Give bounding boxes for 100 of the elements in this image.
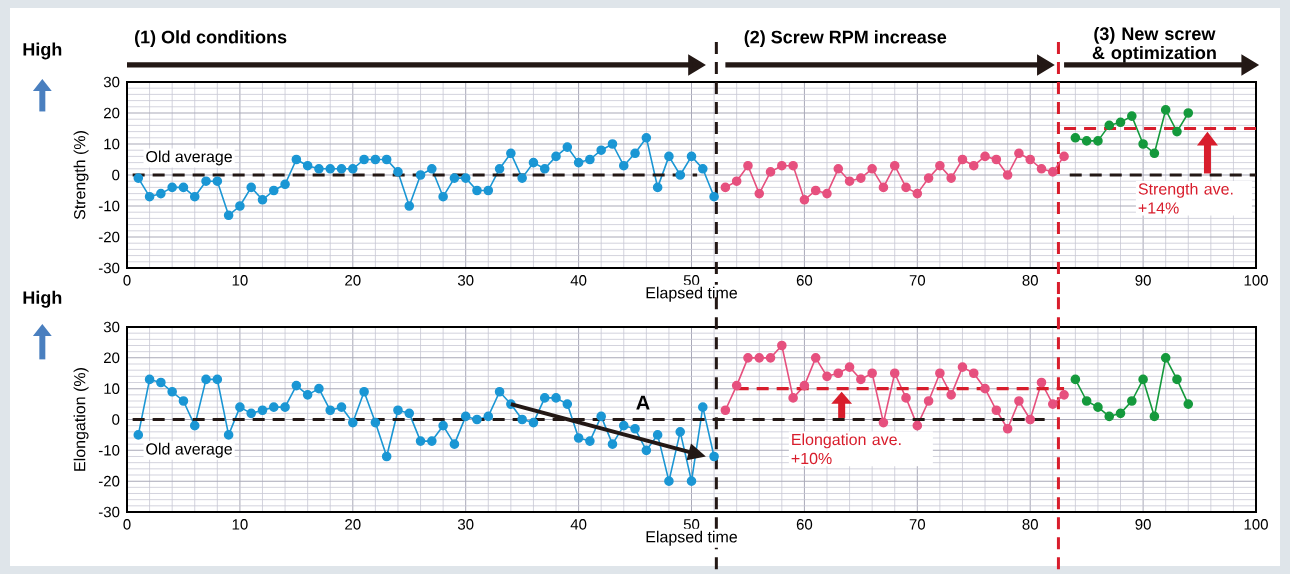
point xyxy=(415,170,426,180)
point xyxy=(889,160,900,171)
point xyxy=(607,139,618,149)
point xyxy=(912,420,923,431)
text: High xyxy=(23,290,62,308)
point xyxy=(291,154,302,165)
point xyxy=(1036,163,1047,174)
y-tick-label: 20 xyxy=(104,352,120,364)
point xyxy=(777,160,787,171)
point xyxy=(438,191,448,202)
y-tick-label: -10 xyxy=(98,200,120,212)
point xyxy=(427,163,437,174)
point xyxy=(991,154,1002,165)
point xyxy=(494,386,505,397)
point xyxy=(743,160,753,171)
point xyxy=(980,151,990,162)
point xyxy=(427,436,437,446)
point xyxy=(1014,148,1024,159)
annotation: Strength ave. +14% xyxy=(1138,182,1233,214)
point xyxy=(720,182,731,193)
x-tick-label: 40 xyxy=(570,275,587,286)
point xyxy=(709,191,719,202)
point xyxy=(1183,399,1194,409)
point xyxy=(449,439,460,449)
point xyxy=(833,163,844,174)
point xyxy=(923,396,934,406)
point xyxy=(483,185,494,196)
point xyxy=(878,417,889,428)
point xyxy=(573,157,584,168)
point xyxy=(698,163,708,174)
x-tick-label: 20 xyxy=(345,275,361,286)
point xyxy=(698,402,708,412)
x-tick-label: 10 xyxy=(232,519,248,530)
point xyxy=(370,417,381,428)
point xyxy=(686,151,697,162)
point xyxy=(822,371,832,382)
point xyxy=(235,201,245,211)
text: (3) New screw & optimization xyxy=(1092,26,1216,63)
point xyxy=(472,414,482,425)
annotation: A xyxy=(636,395,650,410)
point xyxy=(1172,126,1182,137)
point xyxy=(686,476,697,486)
point xyxy=(178,182,189,193)
point xyxy=(325,405,336,416)
point xyxy=(404,408,415,419)
point xyxy=(799,380,810,391)
point xyxy=(1059,390,1069,400)
point xyxy=(788,393,798,403)
point xyxy=(404,201,415,211)
point xyxy=(856,173,866,183)
x-tick-label: 100 xyxy=(1244,275,1268,286)
point xyxy=(1093,402,1103,412)
point xyxy=(235,402,245,412)
y-tick-label: -30 xyxy=(98,506,120,518)
point xyxy=(901,393,911,403)
point xyxy=(675,427,686,437)
point xyxy=(664,476,674,486)
point xyxy=(1093,136,1103,146)
point xyxy=(652,182,663,193)
y-tick-label: -30 xyxy=(98,262,120,274)
point xyxy=(562,142,573,152)
point xyxy=(212,374,223,385)
point xyxy=(1104,411,1115,422)
point xyxy=(833,368,844,379)
point xyxy=(551,151,561,162)
point xyxy=(144,374,155,385)
point xyxy=(856,374,866,385)
point xyxy=(946,173,956,183)
point xyxy=(291,380,302,391)
x-tick-label: 20 xyxy=(345,519,361,530)
point xyxy=(201,176,211,186)
point xyxy=(212,176,223,186)
y-tick-label: -20 xyxy=(98,475,120,487)
x-tick-label: 90 xyxy=(1135,275,1151,286)
point xyxy=(731,176,742,186)
point xyxy=(754,353,765,363)
point xyxy=(630,423,640,434)
y-tick-label: -20 xyxy=(98,231,120,243)
point xyxy=(765,353,776,363)
point xyxy=(596,411,606,422)
point xyxy=(810,185,821,196)
point xyxy=(641,133,652,143)
point xyxy=(359,154,369,165)
point xyxy=(1002,423,1013,434)
point xyxy=(201,374,211,385)
point xyxy=(1149,148,1160,159)
y-tick-label: 10 xyxy=(104,383,120,394)
point xyxy=(1081,136,1092,146)
point xyxy=(314,383,324,394)
point xyxy=(1047,167,1058,177)
point xyxy=(641,445,652,456)
point xyxy=(844,362,855,372)
point xyxy=(156,377,166,388)
x-tick-label: 30 xyxy=(457,275,474,286)
point xyxy=(1070,133,1081,143)
point xyxy=(822,188,832,199)
x-tick-label: 70 xyxy=(909,519,926,530)
point xyxy=(460,173,471,183)
point xyxy=(246,182,256,193)
annotation: Elongation ave. +10% xyxy=(791,433,901,465)
